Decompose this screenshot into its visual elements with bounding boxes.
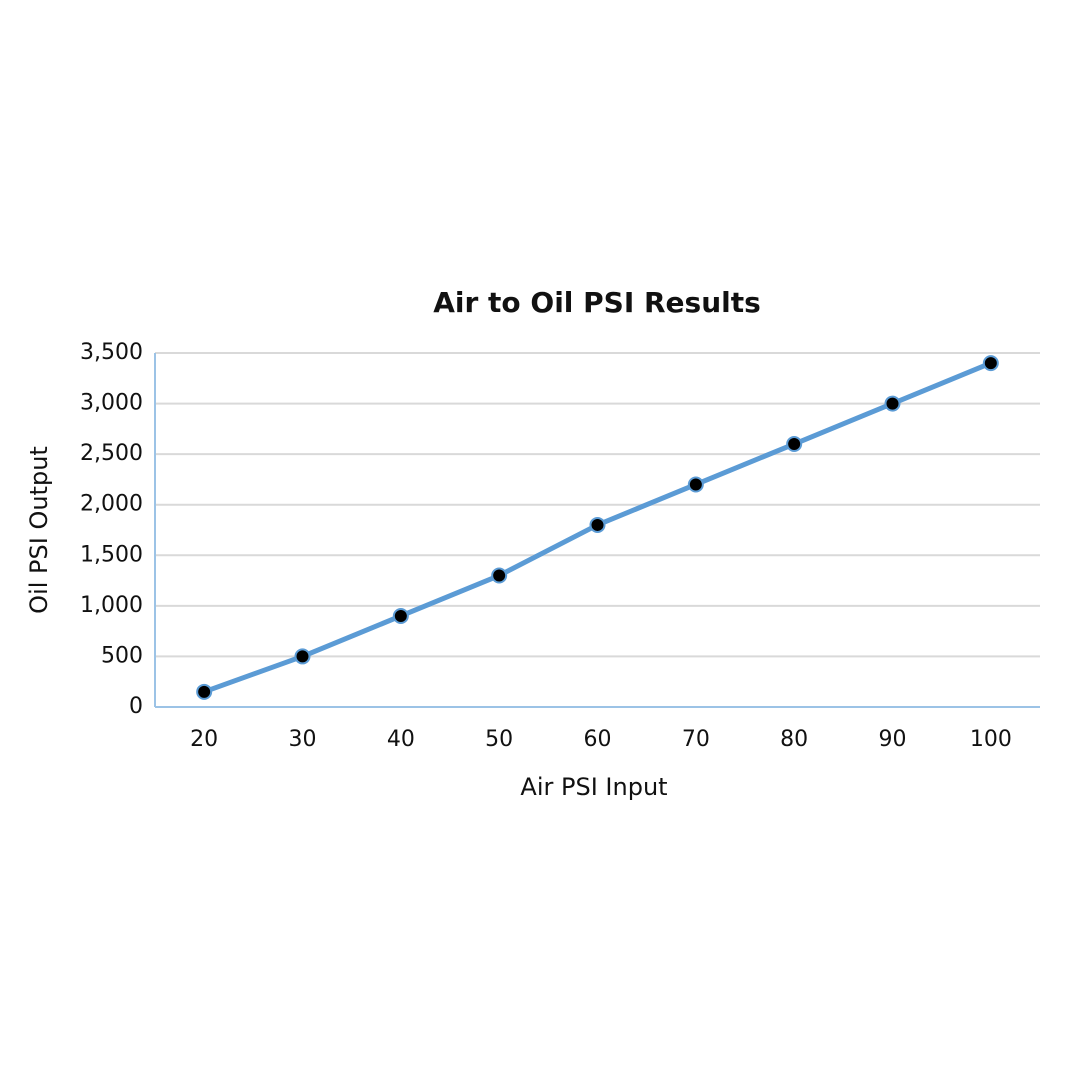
data-point	[491, 567, 508, 584]
data-point	[884, 395, 901, 412]
x-tick-label: 20	[190, 727, 218, 752]
x-tick-label: 60	[584, 727, 612, 752]
y-axis-label: Oil PSI Output	[25, 446, 53, 614]
x-tick-label: 40	[387, 727, 415, 752]
x-tick-label: 80	[780, 727, 808, 752]
y-tick-label: 500	[101, 643, 143, 668]
chart-title: Air to Oil PSI Results	[433, 286, 761, 319]
data-point	[786, 436, 803, 453]
data-point	[589, 516, 606, 533]
x-tick-label: 100	[970, 727, 1012, 752]
x-axis-label: Air PSI Input	[520, 773, 667, 801]
y-tick-label: 1,500	[80, 542, 143, 567]
x-tick-label: 70	[682, 727, 710, 752]
data-point	[294, 648, 311, 665]
x-tick-label: 50	[485, 727, 513, 752]
y-tick-label: 2,000	[80, 492, 143, 517]
data-point	[196, 683, 213, 700]
data-point	[392, 607, 409, 624]
y-tick-label: 1,000	[80, 593, 143, 618]
y-tick-label: 2,500	[80, 441, 143, 466]
data-point	[982, 355, 999, 372]
y-tick-label: 0	[129, 694, 143, 719]
x-tick-label: 30	[289, 727, 317, 752]
y-tick-label: 3,000	[80, 391, 143, 416]
y-tick-label: 3,500	[80, 340, 143, 365]
data-point	[687, 476, 704, 493]
x-tick-label: 90	[879, 727, 907, 752]
